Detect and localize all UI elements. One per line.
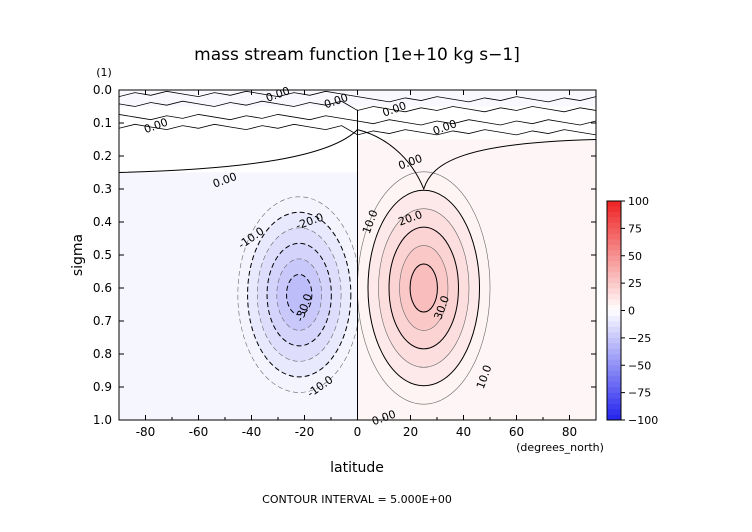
colorbar-tick-label: −25 — [628, 332, 651, 345]
y-axis-label: sigma — [70, 234, 86, 276]
colorbar-step — [607, 354, 621, 361]
y-tick-label: 0.3 — [93, 182, 112, 196]
x-tick-label: 0 — [354, 425, 362, 439]
y-axis: 0.0 0.1 0.2 0.3 0.4 0.5 0.6 0.7 0.8 0.9 1.0 — [93, 83, 596, 427]
y-tick-label: 0.9 — [93, 380, 112, 394]
colorbar-tick-label: 0 — [628, 305, 635, 318]
northern-cell-contour-30 — [409, 263, 438, 313]
y-tick-label: 1.0 — [93, 413, 112, 427]
colorbar-step — [607, 310, 621, 317]
colorbar-tick-label: 25 — [628, 277, 642, 290]
y-tick-label: 0.6 — [93, 281, 112, 295]
x-axis-label: latitude — [330, 460, 384, 476]
colorbar-step — [607, 277, 621, 284]
x-tick-label: 80 — [562, 425, 577, 439]
x-units-label: (degrees_north) — [516, 441, 604, 454]
colorbar-tick-label: 100 — [628, 195, 649, 208]
colorbar-tick-label: −100 — [628, 414, 658, 427]
upper-contour-line — [119, 123, 596, 136]
y-tick-label: 0.1 — [93, 116, 112, 130]
colorbar-step — [607, 337, 621, 344]
colorbar-step — [607, 206, 621, 213]
colorbar-step — [607, 294, 621, 300]
colorbar-step — [607, 348, 621, 355]
colorbar-step — [607, 272, 621, 278]
colorbar-step — [607, 255, 621, 262]
colorbar-step — [607, 398, 621, 404]
north-zero-contour-line — [357, 129, 596, 191]
chart-title: mass stream function [1e+10 kg s−1] — [194, 45, 520, 65]
colorbar-step — [607, 376, 621, 382]
colorbar-step — [607, 343, 621, 350]
y-tick-label: 0.5 — [93, 248, 112, 262]
colorbar-step — [607, 365, 621, 372]
colorbar-step — [607, 403, 621, 410]
upper-contour-line — [119, 100, 596, 113]
colorbar-step — [607, 201, 621, 207]
x-tick-label: -60 — [189, 425, 209, 439]
y-tick-label: 0.4 — [93, 215, 112, 229]
colorbar-step — [607, 299, 621, 306]
colorbar-tick-label: −50 — [628, 359, 651, 372]
colorbar-step — [607, 261, 621, 267]
colorbar-step — [607, 315, 621, 322]
colorbar-step — [607, 217, 621, 224]
colorbar-tick-label: −75 — [628, 387, 651, 400]
southern-cell-contour-30 — [286, 273, 313, 316]
colorbar: 100 75 50 25 0 −25 −50 −75 −100 — [606, 195, 658, 427]
colorbar-tick-label: 75 — [628, 222, 642, 235]
y-tick-label: 0.8 — [93, 347, 112, 361]
colorbar-step — [607, 222, 621, 229]
colorbar-step — [607, 392, 621, 399]
x-tick-label: 20 — [403, 425, 418, 439]
y-tick-label: 0.2 — [93, 149, 112, 163]
colorbar-step — [607, 387, 621, 393]
zero-contour-line — [119, 109, 358, 420]
colorbar-tick-label: 50 — [628, 250, 642, 263]
colorbar-step — [607, 228, 621, 235]
colorbar-step — [607, 381, 621, 388]
colorbar-step — [607, 239, 621, 246]
colorbar-step — [607, 332, 621, 339]
x-tick-label: -40 — [242, 425, 262, 439]
upper-contour-line — [119, 114, 596, 126]
colorbar-step — [607, 359, 621, 366]
colorbar-step — [607, 283, 621, 289]
contour-lines — [119, 90, 596, 420]
colorbar-step — [607, 244, 621, 251]
colorbar-step — [607, 370, 621, 377]
colorbar-step — [607, 250, 621, 257]
colorbar-step — [607, 305, 621, 311]
colorbar-step — [607, 233, 621, 240]
colorbar-step — [607, 326, 621, 333]
colorbar-step — [607, 321, 621, 328]
y-tick-label: 0.0 — [93, 83, 112, 97]
top-weak-band — [119, 90, 596, 107]
upper-contour-line — [119, 90, 596, 103]
x-tick-label: 60 — [509, 425, 524, 439]
colorbar-step — [607, 288, 621, 295]
contour-interval-footer: CONTOUR INTERVAL = 5.000E+00 — [262, 493, 452, 506]
colorbar-step — [607, 266, 621, 273]
y-units-label: (1) — [96, 66, 112, 79]
x-tick-label: -20 — [295, 425, 315, 439]
x-tick-label: -80 — [136, 425, 156, 439]
y-tick-label: 0.7 — [93, 314, 112, 328]
colorbar-step — [607, 414, 621, 421]
colorbar-step — [607, 409, 621, 415]
x-tick-label: 40 — [456, 425, 471, 439]
colorbar-step — [607, 211, 621, 218]
